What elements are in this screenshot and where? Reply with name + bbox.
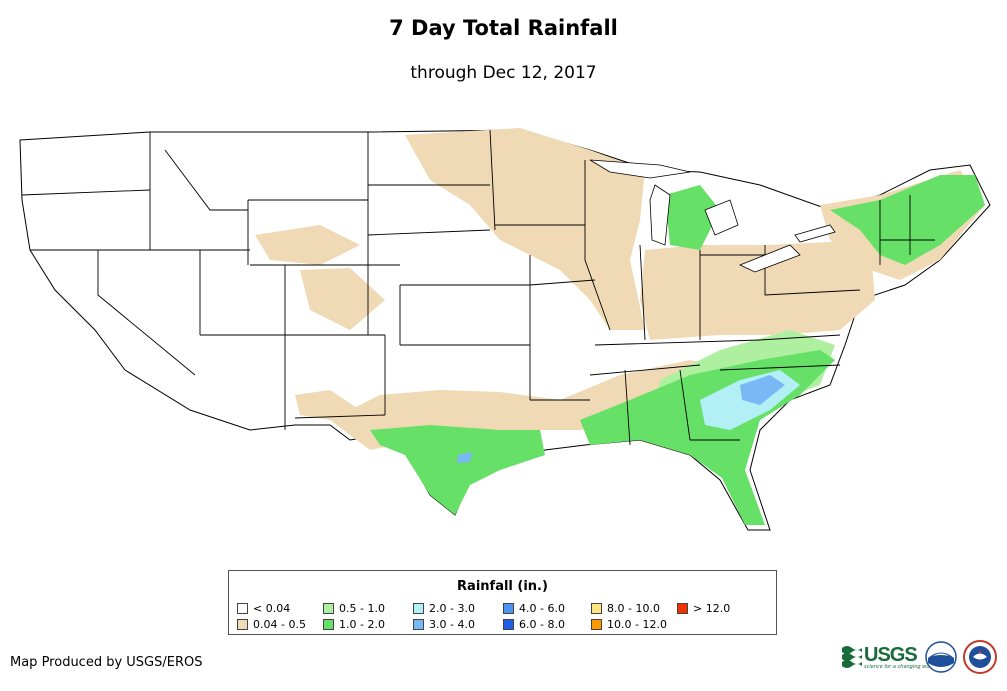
map-subtitle: through Dec 12, 2017 xyxy=(410,63,597,83)
rain-zone-ohio-valley xyxy=(640,240,875,340)
legend-label: 10.0 - 12.0 xyxy=(607,618,667,631)
rain-zone-texas-blue xyxy=(457,452,472,463)
legend-item: > 12.0 xyxy=(677,603,730,615)
legend-label: 8.0 - 10.0 xyxy=(607,602,660,615)
legend-title: Rainfall (in.) xyxy=(457,579,548,594)
rain-zone-northeast-green xyxy=(830,175,985,265)
legend-item: 0.04 - 0.5 xyxy=(237,619,306,631)
legend-label: 6.0 - 8.0 xyxy=(519,618,565,631)
rain-zone-michigan-green xyxy=(665,185,720,250)
rain-zone-rockies-1 xyxy=(255,225,360,265)
legend-item: 6.0 - 8.0 xyxy=(503,619,565,631)
legend-item: 0.5 - 1.0 xyxy=(323,603,385,615)
legend-swatch xyxy=(323,603,334,614)
legend-label: 3.0 - 4.0 xyxy=(429,618,475,631)
rain-zone-carolina-blue xyxy=(740,375,785,405)
legend-item: 8.0 - 10.0 xyxy=(591,603,660,615)
rain-zone-texas-green xyxy=(370,425,545,515)
legend-label: < 0.04 xyxy=(253,602,291,615)
legend-item: 3.0 - 4.0 xyxy=(413,619,475,631)
legend-label: 0.04 - 0.5 xyxy=(253,618,306,631)
map-title: 7 Day Total Rainfall xyxy=(389,16,618,40)
legend-swatch xyxy=(677,603,688,614)
legend-item: 10.0 - 12.0 xyxy=(591,619,667,631)
legend-item: < 0.04 xyxy=(237,603,290,615)
legend-swatch xyxy=(591,619,602,630)
legend-swatch xyxy=(503,603,514,614)
legend-label: 2.0 - 3.0 xyxy=(429,602,475,615)
legend-swatch xyxy=(413,603,424,614)
usgs-wave-icon xyxy=(842,646,862,668)
legend-item: 2.0 - 3.0 xyxy=(413,603,475,615)
nws-logo-icon xyxy=(963,640,997,674)
legend-label: 0.5 - 1.0 xyxy=(339,602,385,615)
legend-item: 1.0 - 2.0 xyxy=(323,619,385,631)
legend-label: > 12.0 xyxy=(693,602,731,615)
usgs-wordmark: USGS xyxy=(864,644,918,666)
rain-zone-southwest xyxy=(295,390,360,420)
map-credit: Map Produced by USGS/EROS xyxy=(10,655,203,670)
legend-swatch xyxy=(591,603,602,614)
legend-swatch xyxy=(413,619,424,630)
legend-item: 4.0 - 6.0 xyxy=(503,603,565,615)
legend-swatch xyxy=(503,619,514,630)
legend-label: 1.0 - 2.0 xyxy=(339,618,385,631)
legend: Rainfall (in.) < 0.04 0.04 - 0.5 0.5 - 1… xyxy=(228,570,777,635)
noaa-logo-icon xyxy=(925,641,957,673)
usgs-logo: USGS science for a changing world xyxy=(842,642,936,670)
legend-swatch xyxy=(237,619,248,630)
rain-zone-rockies-2 xyxy=(300,268,385,330)
us-rainfall-map xyxy=(19,128,991,531)
legend-label: 4.0 - 6.0 xyxy=(519,602,565,615)
usgs-tagline: science for a changing world xyxy=(864,664,936,670)
great-lakes xyxy=(589,159,836,273)
state-boundaries xyxy=(21,129,935,446)
legend-swatch xyxy=(237,603,248,614)
legend-swatch xyxy=(323,619,334,630)
